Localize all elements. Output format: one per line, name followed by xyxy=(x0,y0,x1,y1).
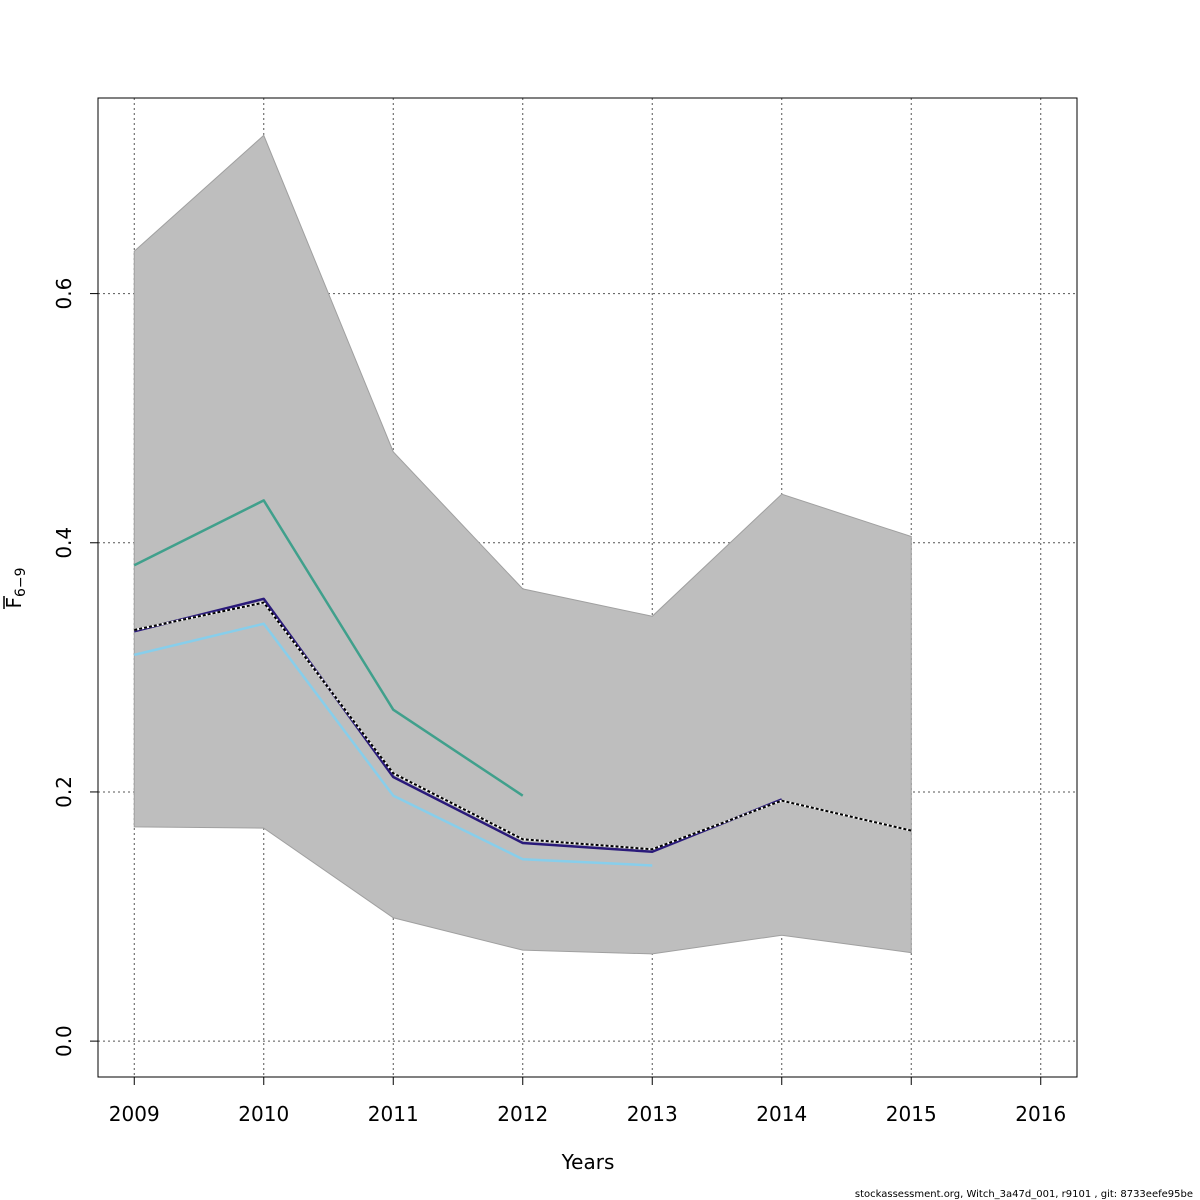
confidence-band xyxy=(133,134,912,955)
series-line-2 xyxy=(133,622,653,867)
y-tick-label: 0.2 xyxy=(52,776,76,808)
y-tick-label: 0.0 xyxy=(52,1025,76,1057)
x-tick-label: 2009 xyxy=(109,1102,160,1126)
y-axis: 0.0 0.2 0.4 0.6 xyxy=(52,278,98,1057)
x-tick-label: 2013 xyxy=(627,1102,678,1126)
y-tick-label: 0.4 xyxy=(52,527,76,559)
svg-text:F6−9: F6−9 xyxy=(2,567,29,608)
x-tick-label: 2016 xyxy=(1015,1102,1066,1126)
y-axis-title-subscript: 6−9 xyxy=(13,567,29,597)
y-axis-title-main: F xyxy=(2,597,26,609)
y-tick-label: 0.6 xyxy=(52,278,76,310)
confidence-band-area xyxy=(133,134,912,955)
x-tick-label: 2015 xyxy=(886,1102,937,1126)
x-tick-label: 2012 xyxy=(497,1102,548,1126)
series-line-4 xyxy=(134,601,912,851)
series-line-3 xyxy=(133,597,783,853)
x-tick-label: 2014 xyxy=(756,1102,807,1126)
y-axis-title: F6−9 xyxy=(2,567,29,609)
plot-frame xyxy=(97,97,1078,1078)
series-line-1 xyxy=(133,499,524,797)
x-tick-label: 2011 xyxy=(368,1102,419,1126)
x-tick-label: 2010 xyxy=(238,1102,289,1126)
series-lines xyxy=(133,499,912,867)
footnote: stockassessment.org, Witch_3a47d_001, r9… xyxy=(855,1189,1193,1200)
x-axis: 2009 2010 2011 2012 2013 2014 2015 2016 xyxy=(109,1077,1066,1126)
x-axis-title: Years xyxy=(561,1150,615,1174)
